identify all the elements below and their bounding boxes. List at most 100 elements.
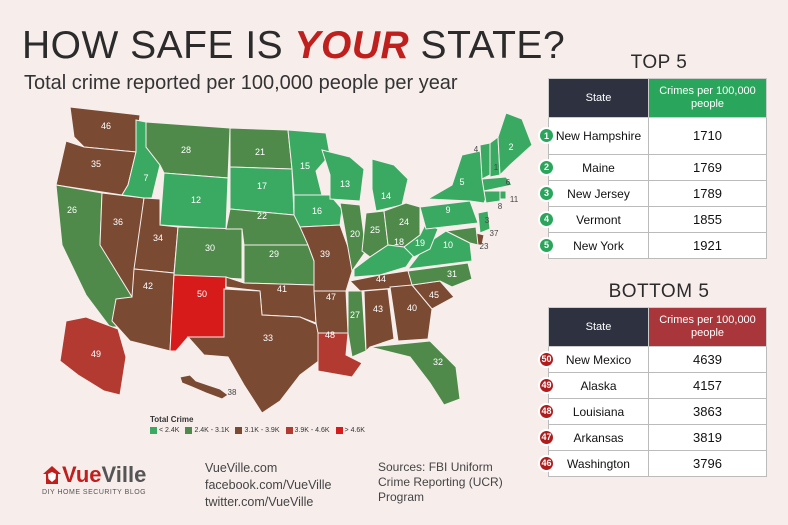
state-rank-label: 17: [257, 181, 267, 191]
state-rank-label: 28: [181, 145, 191, 155]
top5-col-state: State: [548, 78, 649, 118]
state-rank-label: 10: [443, 240, 453, 250]
state-hi: [179, 374, 229, 400]
state-mi: [371, 158, 409, 212]
state-rank-label: 16: [312, 206, 322, 216]
state-rank-label: 39: [320, 249, 330, 259]
top5-title: TOP 5: [630, 52, 688, 73]
bottom5-row: Arkansas 3819: [548, 424, 767, 451]
top5-rank-badge: 1: [538, 127, 555, 144]
top5-panel: TOP 5 State Crimes per 100,000 people Ne…: [538, 52, 770, 259]
link-facebook[interactable]: facebook.com/VueVille: [205, 478, 332, 492]
title-part: HOW SAFE IS: [22, 24, 295, 67]
top5-state: Vermont: [548, 206, 649, 233]
state-ri: [499, 190, 507, 200]
state-rank-label: 22: [257, 211, 267, 221]
bottom5-state: Louisiana: [548, 398, 649, 425]
state-mn: [287, 129, 331, 196]
state-rank-label: 47: [326, 292, 336, 302]
state-rank-label: 50: [197, 289, 207, 299]
legend-label: < 2.4K: [159, 427, 180, 434]
legend-swatch: [235, 427, 243, 434]
bottom5-row: Alaska 4157: [548, 372, 767, 399]
top5-state: New York: [548, 232, 649, 259]
bottom5-col-value: Crimes per 100,000 people: [648, 307, 767, 347]
top5-value: 1789: [648, 180, 767, 207]
state-rank-label: 23: [480, 242, 489, 251]
state-rank-label: 33: [263, 333, 273, 343]
bottom5-value: 3796: [648, 450, 767, 477]
top5-row: New York 1921: [548, 232, 767, 259]
state-nj: [477, 210, 491, 234]
state-rank-label: 7: [143, 173, 148, 183]
bottom5-state: Arkansas: [548, 424, 649, 451]
page-title: HOW SAFE IS YOUR STATE?: [22, 24, 565, 68]
state-tx: [186, 288, 325, 413]
state-rank-label: 19: [415, 238, 425, 248]
bottom5-value: 4157: [648, 372, 767, 399]
state-rank-label: 29: [269, 249, 279, 259]
footer-links: VueVille.com facebook.com/VueVille twitt…: [205, 460, 331, 511]
bottom5-panel: BOTTOM 5 State Crimes per 100,000 people…: [538, 281, 770, 477]
state-rank-label: 2: [508, 142, 513, 152]
state-rank-label: 38: [228, 388, 237, 397]
state-rank-label: 27: [350, 310, 360, 320]
house-shield-icon: [43, 466, 61, 484]
bottom5-value: 3819: [648, 424, 767, 451]
state-rank-label: 3: [485, 216, 490, 225]
top5-rank-badge: 2: [538, 158, 555, 176]
state-rank-label: 25: [370, 225, 380, 235]
top5-state: Maine: [548, 154, 649, 181]
state-rank-label: 4: [474, 145, 479, 154]
state-rank-label: 5: [459, 177, 464, 187]
legend-title: Total Crime: [150, 415, 194, 424]
state-rank-label: 24: [399, 217, 409, 227]
legend-items: < 2.4K 2.4K - 3.1K 3.1K - 3.9K 3.9K - 4.6K >…: [150, 427, 365, 434]
link-twitter[interactable]: twitter.com/VueVille: [205, 495, 314, 509]
us-crime-map: 4635263672812344230502117222941331516394…: [55, 106, 533, 413]
state-il: [339, 202, 367, 273]
state-rank-label: 32: [433, 357, 443, 367]
state-ny: [426, 150, 489, 204]
legend-swatch: [150, 427, 157, 434]
legend-item: < 2.4K: [150, 427, 179, 434]
state-rank-label: 37: [490, 229, 499, 238]
state-ms: [347, 290, 367, 358]
logo-wordmark: VueVille: [42, 462, 146, 488]
link-website[interactable]: VueVille.com: [205, 461, 278, 475]
state-rank-label: 8: [498, 202, 503, 211]
state-rank-label: 41: [277, 284, 287, 294]
logo-ville: Ville: [101, 462, 147, 487]
state-nc: [407, 262, 473, 288]
top5-row: New Hampshire 1710: [548, 117, 767, 155]
state-al: [363, 288, 395, 353]
state-rank-label: 6: [506, 178, 511, 187]
bottom5-rank-badge: 50: [538, 350, 555, 368]
state-rank-label: 11: [510, 195, 519, 204]
state-wv: [403, 222, 439, 258]
state-vt: [479, 142, 491, 180]
bottom5-row: Washington 3796: [548, 450, 767, 477]
state-rank-label: 15: [300, 161, 310, 171]
state-rank-label: 14: [381, 191, 391, 201]
top5-row: Vermont 1855: [548, 206, 767, 233]
legend-item: 3.9K - 4.6K: [285, 427, 330, 434]
top5-rank-badge: 4: [538, 210, 555, 228]
state-ma: [481, 176, 513, 192]
bottom5-state: Alaska: [548, 372, 649, 399]
bottom5-row: Louisiana 3863: [548, 398, 767, 425]
bottom5-rank-badge: 47: [538, 428, 555, 446]
vueville-logo: VueVille DIY HOME SECURITY BLOG: [42, 462, 146, 496]
state-rank-label: 12: [191, 195, 201, 205]
bottom5-value: 3863: [648, 398, 767, 425]
legend-label: 2.4K - 3.1K: [194, 427, 230, 434]
top5-state: New Jersey: [548, 180, 649, 207]
bottom5-value: 4639: [648, 346, 767, 373]
bottom5-rank-badge: 46: [538, 454, 555, 472]
state-rank-label: 20: [350, 229, 360, 239]
state-rank-label: 35: [91, 159, 101, 169]
title-part-end: STATE?: [409, 24, 566, 67]
top5-value: 1710: [648, 117, 767, 155]
state-rank-label: 40: [407, 303, 417, 313]
state-ct: [483, 190, 501, 204]
